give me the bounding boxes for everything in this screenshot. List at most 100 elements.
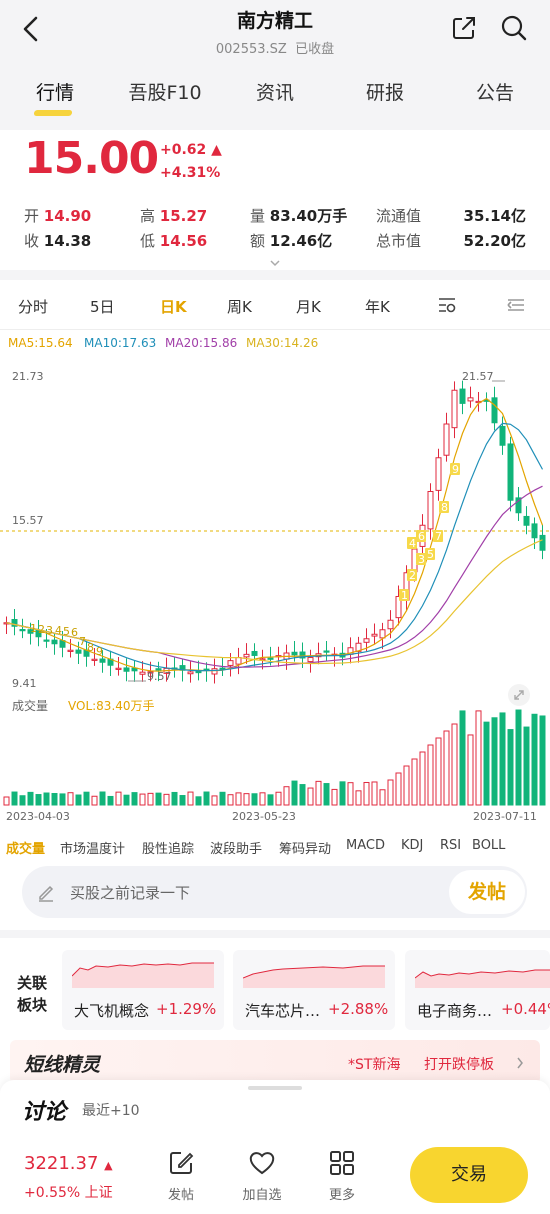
sequence-label: 8 xyxy=(441,501,448,514)
volume-bar xyxy=(347,782,354,806)
ind-tab-chips[interactable]: 筹码异动 xyxy=(279,842,332,857)
heart-icon[interactable] xyxy=(248,1150,276,1176)
sequence-badge xyxy=(407,537,417,549)
short-term-banner[interactable]: 短线精灵 *ST新海 打开跌停板 xyxy=(10,1040,540,1084)
banner-stock: *ST新海 xyxy=(348,1057,401,1073)
candle-body xyxy=(155,668,162,671)
volume-bar xyxy=(219,791,226,806)
period-tab-yearly[interactable]: 年K xyxy=(365,298,390,316)
ind-tab-kdj[interactable]: KDJ xyxy=(401,838,424,853)
tab-quote[interactable]: 行情 xyxy=(35,82,74,104)
candle-body xyxy=(467,397,474,402)
tab-news[interactable]: 资讯 xyxy=(255,82,294,104)
volume-bar xyxy=(3,796,10,806)
volume-bar xyxy=(11,791,18,806)
prev-close: 收 14.38 xyxy=(24,232,92,250)
candle-body xyxy=(267,657,274,660)
candle-body xyxy=(195,670,202,674)
volume-bar xyxy=(363,781,370,806)
period-tab-intraday[interactable]: 分时 xyxy=(18,298,49,316)
volume-bar xyxy=(235,792,242,806)
float-cap: 35.14亿 xyxy=(463,207,526,225)
candle-body xyxy=(187,671,194,675)
candle-body xyxy=(363,638,370,643)
volume-bar xyxy=(291,780,298,806)
sector-pct: +1.29% xyxy=(156,1000,217,1018)
nav-more-label[interactable]: 更多 xyxy=(328,1188,355,1203)
candle-body xyxy=(227,660,234,666)
sequence-label: 2 xyxy=(38,623,45,636)
ind-tab-rsi[interactable]: RSI xyxy=(440,838,462,853)
candle-body xyxy=(27,629,34,634)
post-button[interactable]: 发帖 xyxy=(449,870,525,914)
search-icon[interactable] xyxy=(500,14,528,42)
banner-event: 打开跌停板 xyxy=(424,1057,494,1073)
zoom-icon[interactable] xyxy=(508,684,530,706)
landscape-toggle-icon[interactable] xyxy=(506,296,526,314)
tab-announcement[interactable]: 公告 xyxy=(475,82,514,104)
volume-bar xyxy=(467,734,474,806)
sequence-label: 9 xyxy=(452,463,459,476)
sequence-badge xyxy=(407,569,417,581)
divider xyxy=(0,329,550,330)
candle-body xyxy=(371,633,378,637)
ind-tab-volume[interactable]: 成交量 xyxy=(6,842,46,857)
ind-tab-trait[interactable]: 股性追踪 xyxy=(142,842,195,857)
period-tab-5day[interactable]: 5日 xyxy=(90,298,115,316)
candle-body xyxy=(307,657,314,663)
candle-body xyxy=(539,534,546,551)
sequence-label: 7 xyxy=(79,635,86,648)
volume-bar xyxy=(43,792,50,806)
nav-watch-label[interactable]: 加自选 xyxy=(242,1188,282,1203)
nav-post-label[interactable]: 发帖 xyxy=(167,1188,194,1203)
market-status: 已收盘 xyxy=(295,42,335,57)
volume-chart[interactable] xyxy=(0,705,550,810)
discussion-recent: 最近+10 xyxy=(82,1103,140,1119)
post-input[interactable] xyxy=(22,866,527,918)
volume-bar xyxy=(387,779,394,806)
tab-f10[interactable]: 吾股F10 xyxy=(128,82,202,104)
ind-tab-wave[interactable]: 波段助手 xyxy=(210,842,263,857)
x-axis-end: 2023-07-11 xyxy=(473,810,537,823)
sector-card[interactable]: 汽车芯片… +2.88% xyxy=(233,950,395,1030)
volume-bar xyxy=(459,710,466,806)
index-value[interactable]: 3221.37 ▲ xyxy=(24,1153,113,1174)
volume-bar xyxy=(483,721,490,806)
period-tab-monthly[interactable]: 月K xyxy=(296,298,321,316)
sector-card[interactable]: 大飞机概念 +1.29% xyxy=(62,950,224,1030)
volume-label: 成交量 xyxy=(12,699,49,713)
sector-card[interactable]: 电子商务… +0.44% xyxy=(405,950,550,1030)
volume-bar xyxy=(451,723,458,806)
ma30-legend: MA30:14.26 xyxy=(246,336,319,350)
candle-body xyxy=(459,388,466,404)
ma30-line xyxy=(6,539,543,665)
sector-pct: +2.88% xyxy=(328,1000,389,1018)
trade-button[interactable]: 交易 xyxy=(410,1147,528,1203)
ind-tab-temperature[interactable]: 市场温度计 xyxy=(60,842,126,857)
back-arrow-icon[interactable] xyxy=(18,14,44,44)
chart-settings-icon[interactable] xyxy=(437,296,457,314)
share-icon[interactable] xyxy=(450,14,478,42)
total-cap-label: 总市值 xyxy=(376,232,422,250)
sequence-label: 1 xyxy=(30,622,37,635)
ind-tab-boll[interactable]: BOLL xyxy=(472,838,506,853)
volume-bar xyxy=(27,791,34,806)
candle-body xyxy=(323,650,330,653)
drag-handle[interactable] xyxy=(248,1086,302,1090)
post-icon[interactable] xyxy=(167,1149,195,1177)
tab-research[interactable]: 研报 xyxy=(365,82,404,104)
candle-body xyxy=(123,667,130,672)
post-placeholder: 买股之前记录一下 xyxy=(70,884,191,902)
sector-pct: +0.44% xyxy=(501,1000,550,1018)
volume-bar xyxy=(443,730,450,806)
candle-body xyxy=(435,457,442,491)
grid-icon[interactable] xyxy=(328,1149,356,1177)
volume-bar xyxy=(155,792,162,806)
period-tab-weekly[interactable]: 周K xyxy=(227,298,252,316)
candle-body xyxy=(243,653,250,658)
volume-bar xyxy=(211,795,218,806)
ind-tab-macd[interactable]: MACD xyxy=(346,838,385,853)
period-tab-daily[interactable]: 日K xyxy=(160,298,187,316)
expand-chevron-icon[interactable] xyxy=(269,258,281,268)
